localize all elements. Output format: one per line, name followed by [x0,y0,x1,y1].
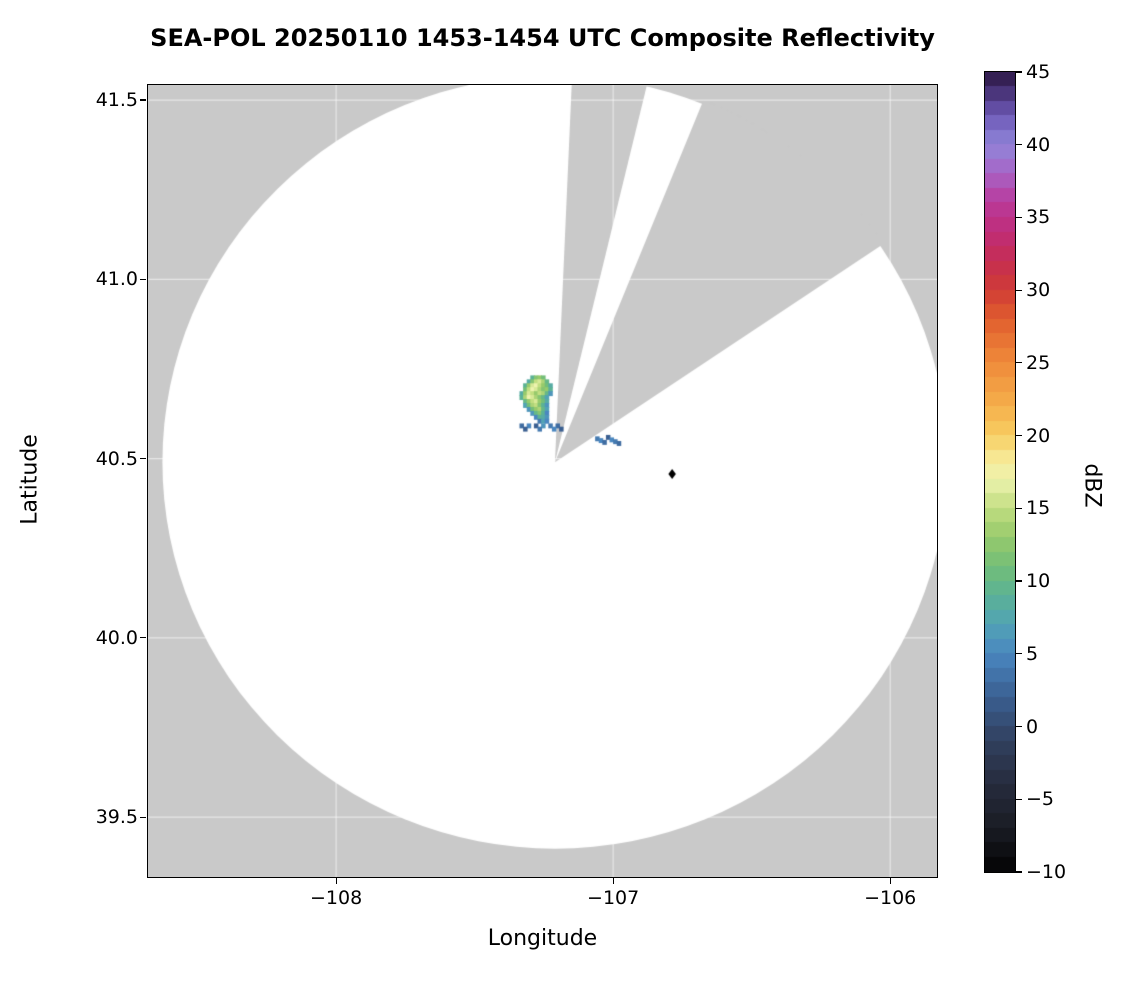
colorbar [984,71,1016,873]
colorbar-tick-label: 40 [1026,133,1051,156]
colorbar-tick-mark [1016,216,1022,219]
colorbar-tick-label: 0 [1026,715,1039,738]
colorbar-tick-label: 35 [1026,206,1051,229]
colorbar-tick-label: 15 [1026,497,1051,520]
colorbar-tick-label: −10 [1026,861,1067,883]
colorbar-tick-mark [1016,871,1022,873]
y-tick-mark [140,457,146,460]
colorbar-tick-mark [1016,289,1022,291]
radar-ppi-canvas [148,85,937,877]
x-tick-label: −107 [587,887,640,909]
x-tick-label: −106 [864,887,917,909]
colorbar-tick-mark [1016,507,1022,509]
plot-area [147,84,938,878]
x-tick-mark [889,878,891,884]
y-tick-mark [140,278,146,280]
colorbar-canvas [985,72,1015,872]
y-tick-label: 39.5 [95,806,138,829]
colorbar-tick-label: 20 [1026,424,1051,447]
x-tick-mark [335,878,337,884]
colorbar-tick-mark [1016,725,1022,728]
colorbar-tick-label: −5 [1026,788,1055,811]
y-tick-label: 40.5 [95,447,138,470]
colorbar-tick-label: 30 [1026,279,1051,302]
colorbar-tick-label: 5 [1026,642,1039,665]
y-tick-mark [140,816,146,818]
colorbar-tick-mark [1016,798,1022,800]
colorbar-tick-mark [1016,580,1022,582]
y-axis-label: Latitude [17,434,43,525]
chart-title: SEA-POL 20250110 1453-1454 UTC Composite… [150,24,935,52]
x-axis-label: Longitude [487,926,598,951]
colorbar-tick-label: 45 [1026,61,1051,83]
y-tick-mark [140,637,146,639]
colorbar-tick-mark [1016,435,1022,437]
colorbar-tick-label: 25 [1026,351,1051,374]
colorbar-tick-mark [1016,653,1022,655]
y-tick-mark [140,99,146,101]
colorbar-tick-mark [1016,362,1022,364]
y-tick-label: 41.5 [95,89,138,112]
x-tick-label: −108 [310,887,363,909]
x-tick-mark [612,878,614,884]
colorbar-tick-label: 10 [1026,570,1051,593]
y-tick-label: 41.0 [95,268,138,291]
colorbar-tick-mark [1016,144,1022,146]
y-tick-label: 40.0 [95,626,138,649]
colorbar-tick-mark [1016,71,1022,73]
